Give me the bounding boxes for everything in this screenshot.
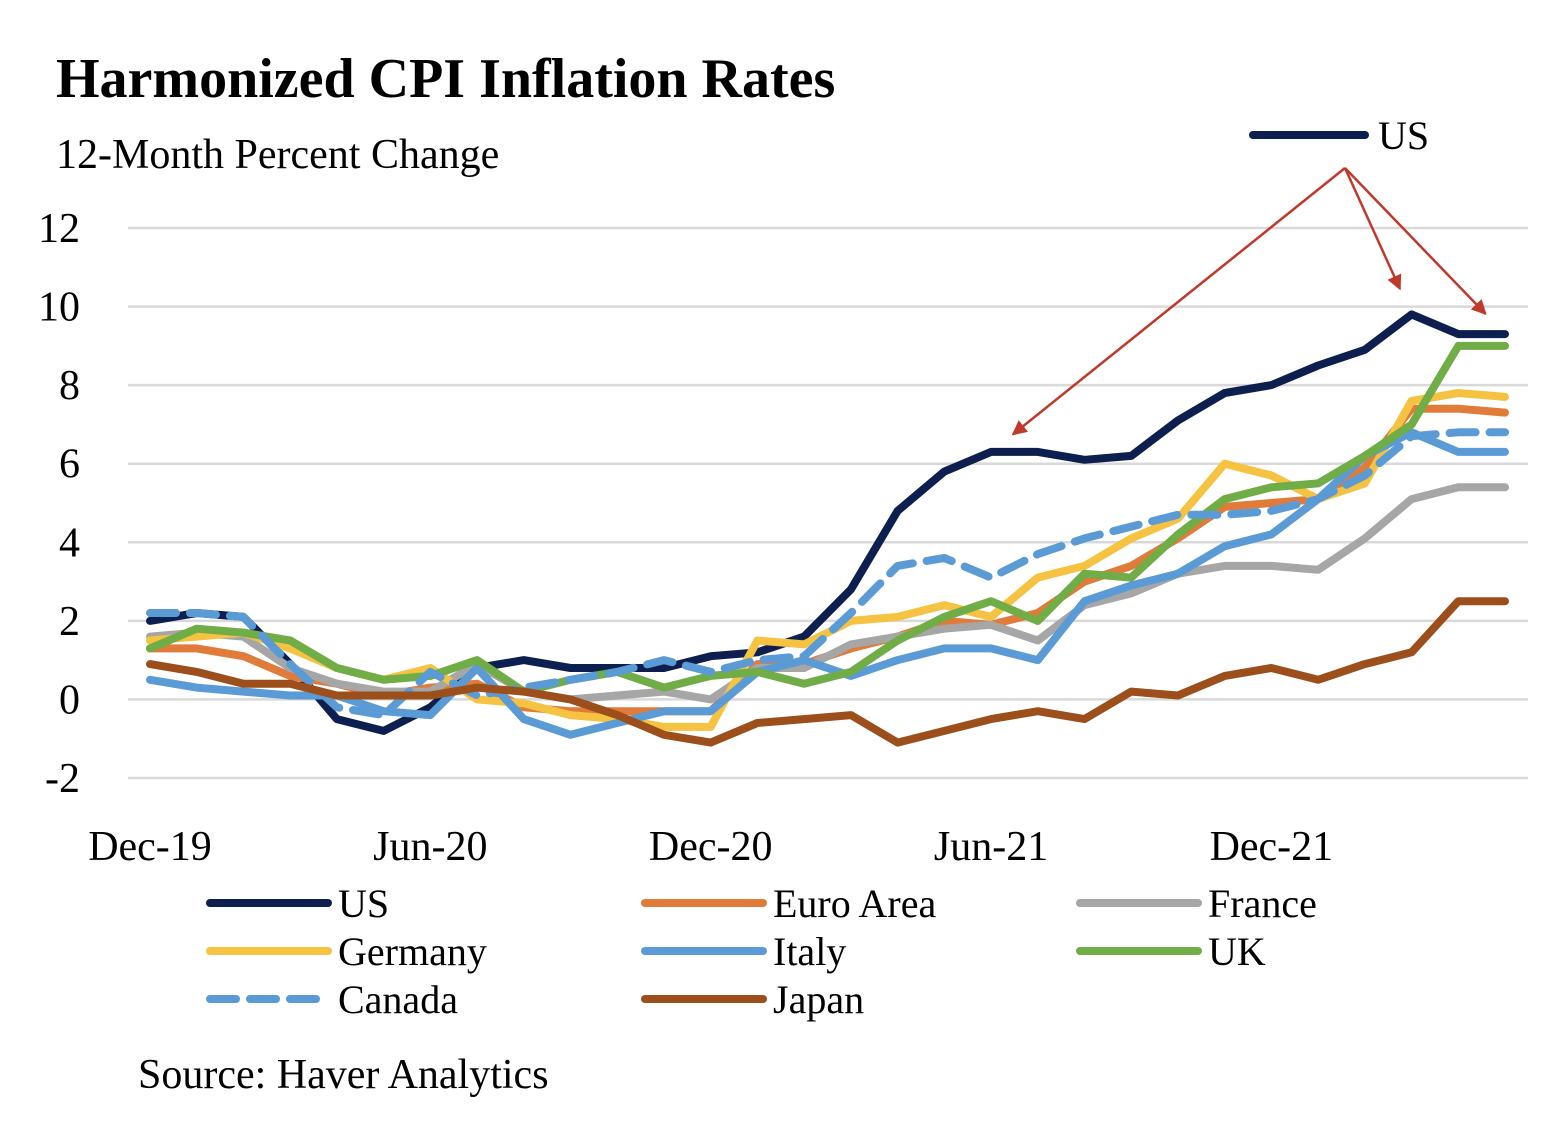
y-tick-label: 12 — [38, 206, 80, 252]
legend-label-germany: Germany — [338, 929, 487, 974]
y-tick-label: 4 — [59, 520, 80, 566]
legend-label-uk: UK — [1208, 929, 1266, 974]
x-tick-label: Jun-21 — [934, 824, 1048, 870]
y-tick-label: 10 — [38, 285, 80, 331]
y-tick-label: -2 — [45, 756, 80, 802]
source-note: Source: Haver Analytics — [138, 1052, 549, 1098]
x-tick-label: Jun-20 — [373, 824, 487, 870]
legend-label-japan: Japan — [773, 977, 864, 1022]
chart-title: Harmonized CPI Inflation Rates — [56, 48, 835, 110]
series-line-italy — [146, 428, 1509, 739]
legend-label-france: France — [1208, 881, 1317, 926]
annotation-arrow-2 — [1343, 167, 1402, 291]
x-axis-ticks: Dec-19 Jun-20 Dec-20 Jun-21 Dec-21 — [88, 824, 1333, 870]
annotation-arrow-1 — [1011, 167, 1346, 436]
y-tick-label: 0 — [59, 677, 80, 723]
series-line-us — [146, 310, 1509, 735]
legend-label-us: US — [338, 881, 389, 926]
us-annotation: US — [1011, 113, 1487, 436]
legend-label-euro-area: Euro Area — [773, 881, 937, 926]
series-line-canada — [146, 428, 1509, 720]
x-tick-label: Dec-21 — [1210, 824, 1334, 870]
legend-label-canada: Canada — [338, 977, 458, 1022]
y-tick-label: 6 — [59, 442, 80, 488]
series-line-uk — [146, 341, 1509, 696]
y-tick-label: 2 — [59, 599, 80, 645]
legend: US Euro Area France Germany Italy UK Canada Jap… — [206, 881, 1317, 1022]
annotation-arrow-3 — [1344, 167, 1487, 315]
series-line-japan — [146, 597, 1509, 747]
annotation-label: US — [1378, 113, 1429, 158]
y-axis-ticks: -2 0 2 4 6 8 10 12 — [38, 206, 80, 802]
series-line-france — [146, 483, 1509, 704]
legend-label-italy: Italy — [773, 929, 846, 974]
y-tick-label: 8 — [59, 363, 80, 409]
series-lines — [146, 310, 1509, 747]
x-tick-label: Dec-20 — [649, 824, 773, 870]
chart-subtitle: 12-Month Percent Change — [56, 132, 499, 178]
x-tick-label: Dec-19 — [88, 824, 212, 870]
